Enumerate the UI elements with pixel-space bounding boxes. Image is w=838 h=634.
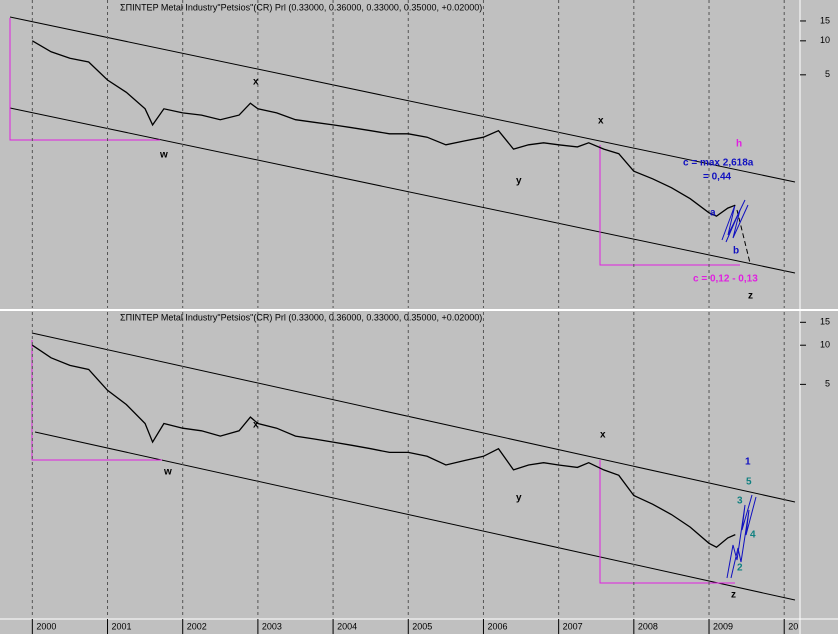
projection-line	[736, 209, 751, 264]
box	[599, 145, 740, 266]
channel-line	[9, 107, 796, 274]
annotation: x	[253, 77, 259, 88]
chart-title: ΣΠΙΝΤΕΡ Metal Industry"Petsios"(CR) Prl …	[120, 2, 482, 12]
annotation: = 0,44	[703, 172, 732, 183]
wave-lines	[721, 199, 757, 579]
price-line	[31, 344, 736, 548]
annotation: x	[253, 420, 259, 431]
annotation: w	[159, 150, 168, 161]
annotation: x	[600, 430, 606, 441]
x-tick-label: 2000	[36, 621, 56, 631]
annotation: h	[736, 139, 742, 150]
x-tick-label: 20	[788, 621, 798, 631]
annotation: x	[598, 116, 604, 127]
chart-title: ΣΠΙΝΤΕΡ Metal Industry"Petsios"(CR) Prl …	[120, 312, 482, 322]
annotation: 4	[750, 530, 756, 541]
x-tick-label: 2007	[563, 621, 583, 631]
x-tick-label: 2004	[337, 621, 357, 631]
annotation: y	[516, 176, 522, 187]
annotation: a	[710, 208, 716, 219]
y-tick-label: 10	[820, 340, 830, 350]
x-tick-label: 2001	[112, 621, 132, 631]
box	[9, 18, 160, 141]
annotation: w	[163, 467, 172, 478]
wave	[726, 494, 753, 579]
wave	[725, 204, 749, 243]
y-tick-label: 15	[820, 15, 830, 25]
annotation: b	[733, 246, 739, 257]
channel-line	[9, 16, 796, 183]
x-tick-label: 2008	[638, 621, 658, 631]
x-tick-label: 2005	[412, 621, 432, 631]
y-tick-label: 15	[820, 317, 830, 327]
annotation: 1	[745, 457, 751, 468]
annotation: 3	[737, 496, 743, 507]
annotation: y	[516, 493, 522, 504]
x-tick-label: 2009	[713, 621, 733, 631]
y-tick-label: 5	[825, 379, 830, 389]
x-tick-label: 2006	[487, 621, 507, 631]
channel-line	[31, 332, 796, 503]
annotation: 5	[746, 477, 752, 488]
box	[599, 460, 735, 584]
y-tick-label: 10	[820, 35, 830, 45]
annotation: z	[731, 590, 736, 601]
price-line	[31, 40, 736, 217]
wave	[730, 496, 757, 579]
annotation: 2	[737, 563, 743, 574]
annotation: c = max 2,618a	[683, 158, 754, 169]
y-tick-label: 5	[825, 69, 830, 79]
x-tick-label: 2002	[187, 621, 207, 631]
x-tick-label: 2003	[262, 621, 282, 631]
annotation: c = 0,12 - 0,13	[693, 274, 758, 285]
annotation: z	[748, 291, 753, 302]
